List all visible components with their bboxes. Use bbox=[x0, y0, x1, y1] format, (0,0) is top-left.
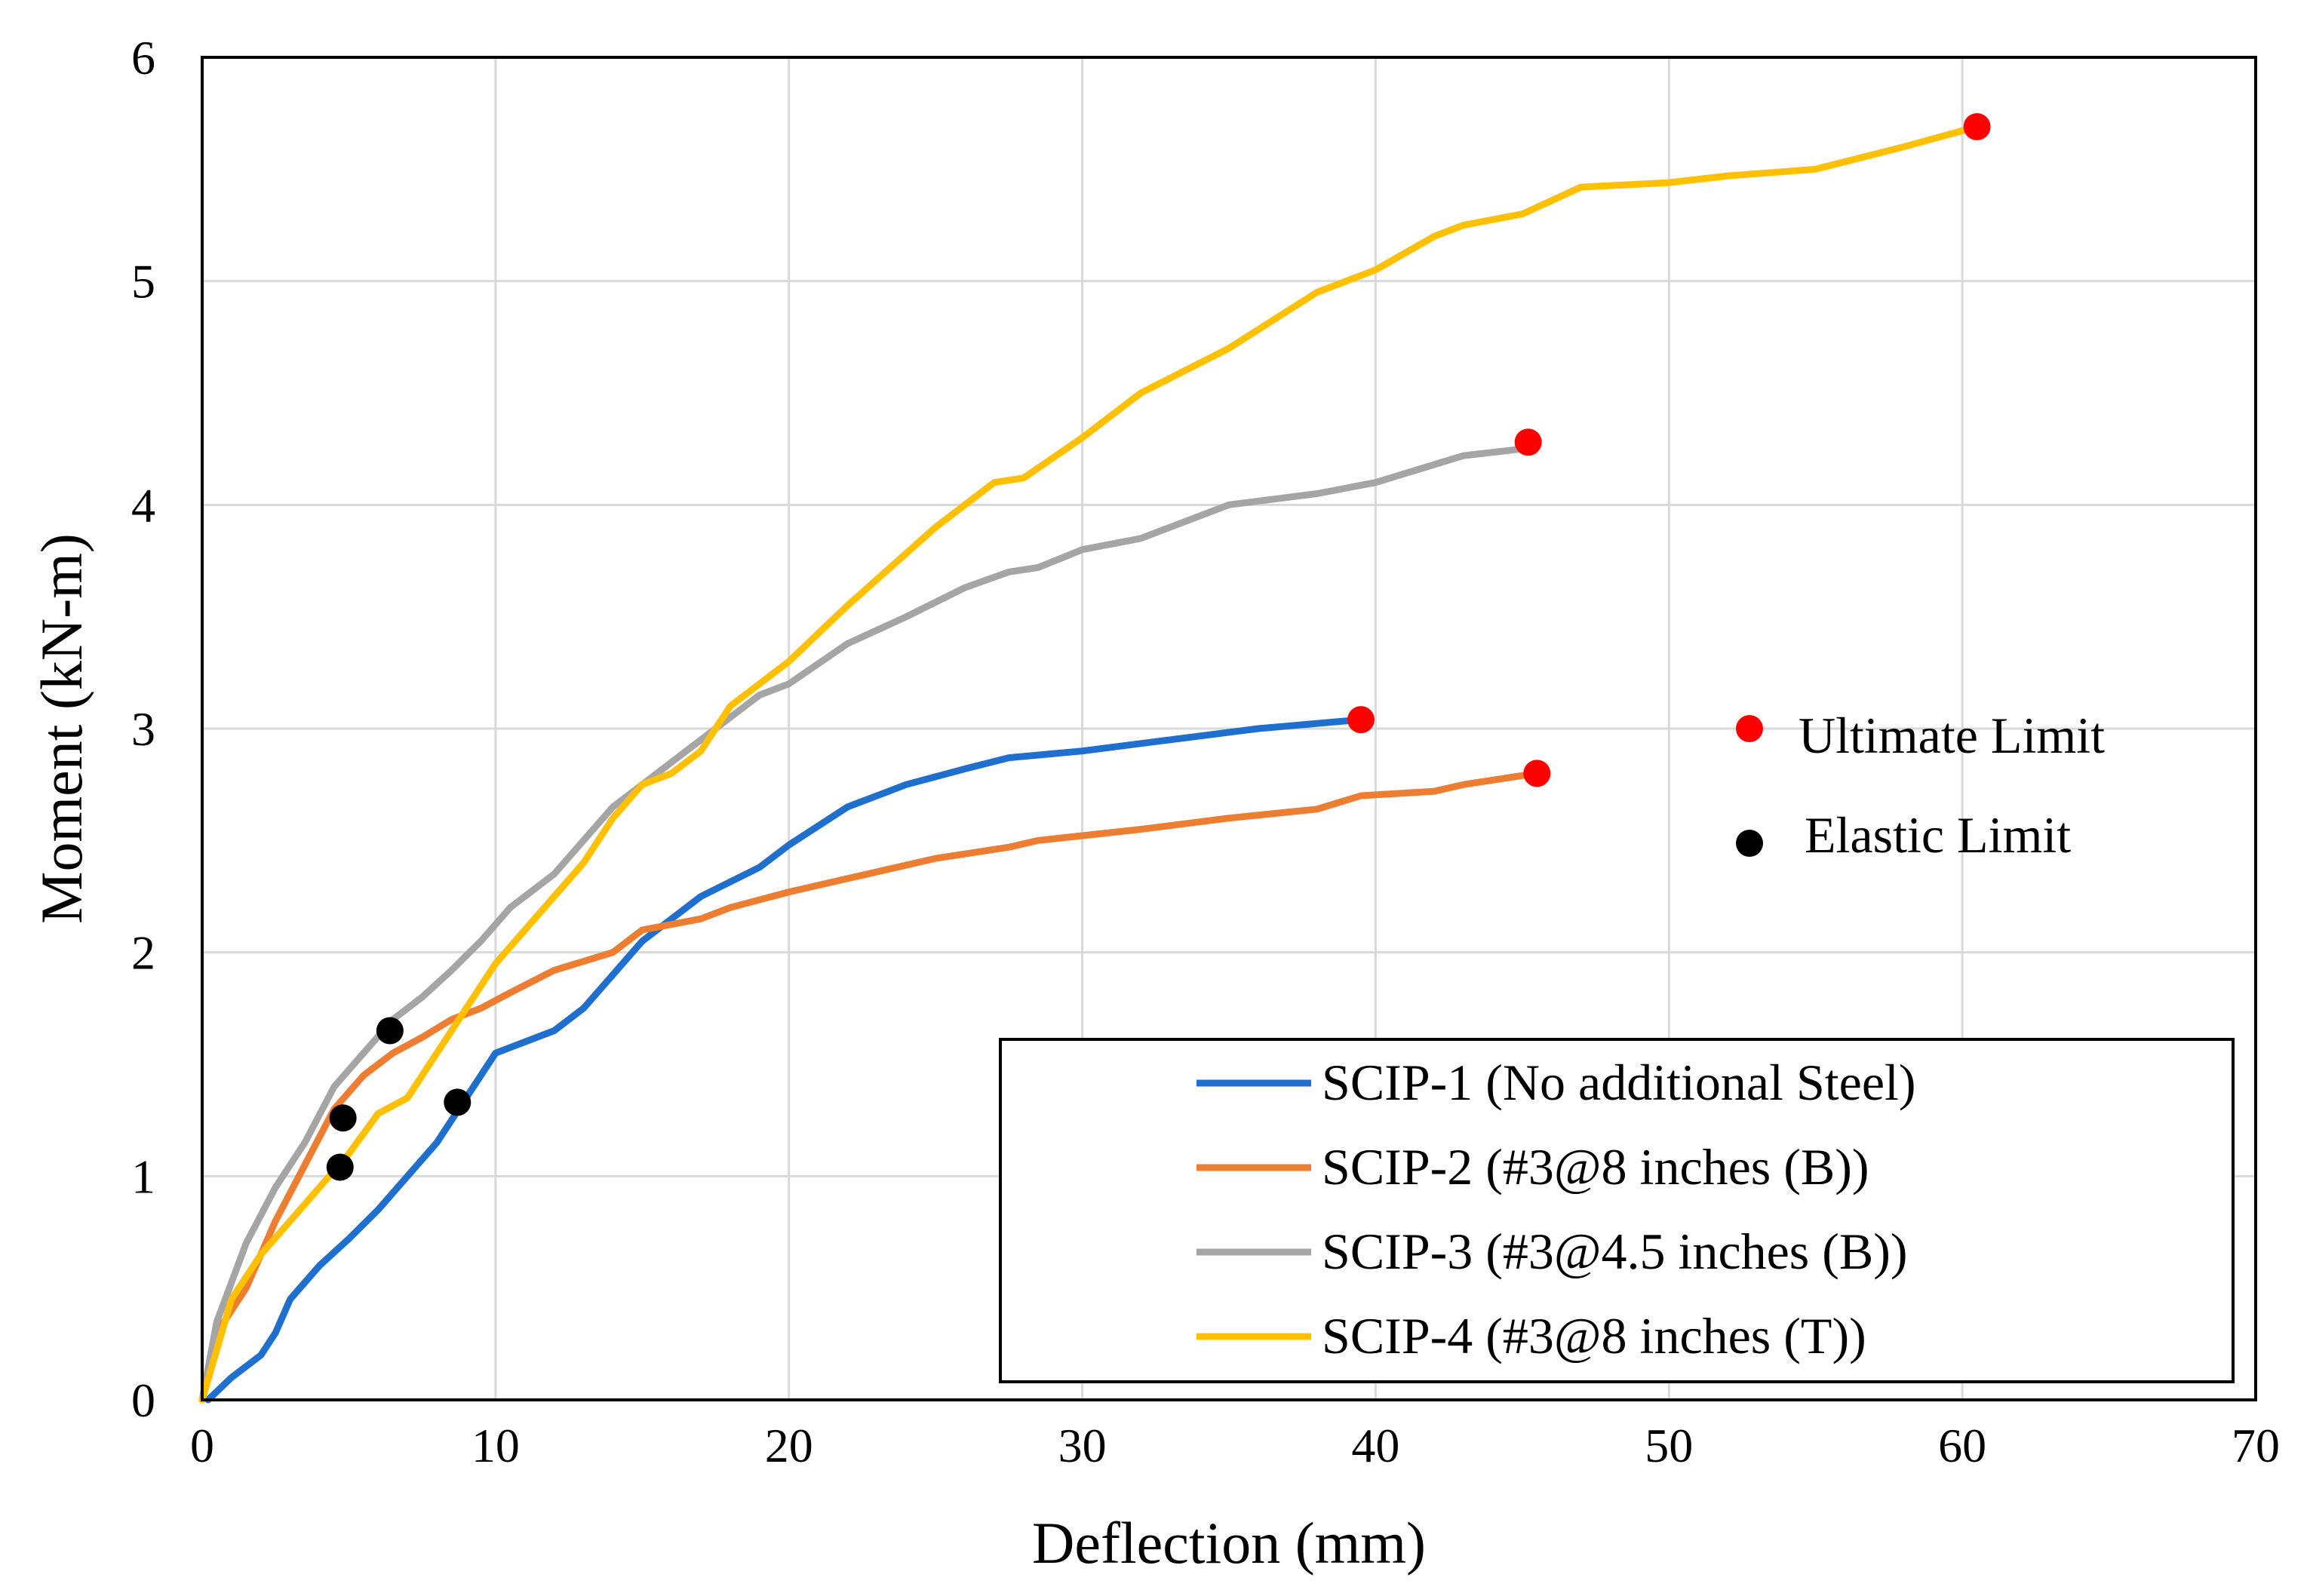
y-tick-label: 6 bbox=[131, 31, 155, 84]
x-tick-label: 70 bbox=[2232, 1419, 2280, 1472]
elastic-limit-marker bbox=[329, 1104, 357, 1132]
legend-label-elastic: Elastic Limit bbox=[1805, 806, 2071, 864]
ultimate-limit-marker bbox=[1963, 112, 1991, 140]
y-tick-label: 4 bbox=[131, 478, 155, 532]
legend-label-scip-2: SCIP-2 (#3@8 inches (B)) bbox=[1322, 1138, 1869, 1195]
legend-label-scip-3: SCIP-3 (#3@4.5 inches (B)) bbox=[1322, 1223, 1908, 1280]
marker-layer bbox=[326, 112, 1991, 1181]
x-tick-label: 60 bbox=[1938, 1419, 1986, 1472]
x-tick-label: 30 bbox=[1058, 1419, 1107, 1472]
y-tick-label: 1 bbox=[131, 1149, 155, 1203]
legend-label-scip-1: SCIP-1 (No additional Steel) bbox=[1322, 1054, 1916, 1111]
y-tick-label: 5 bbox=[131, 255, 155, 308]
series-line-scip-4 bbox=[198, 123, 1981, 1404]
legend-marker-elastic bbox=[1736, 830, 1763, 857]
series-line-scip-2 bbox=[198, 769, 1541, 1404]
x-tick-label: 20 bbox=[765, 1419, 813, 1472]
tick-labels: 0 10 20 30 40 50 60 70 0 1 2 3 4 5 6 bbox=[131, 31, 2280, 1472]
x-tick-label: 40 bbox=[1351, 1419, 1399, 1472]
ultimate-limit-marker bbox=[1347, 706, 1375, 734]
marker-legend: Ultimate Limit Elastic Limit bbox=[1736, 707, 2105, 864]
series-layer bbox=[198, 123, 1981, 1404]
legend-label-scip-4: SCIP-4 (#3@8 inches (T)) bbox=[1322, 1307, 1866, 1364]
legend-label-ultimate: Ultimate Limit bbox=[1799, 707, 2105, 764]
elastic-limit-marker bbox=[376, 1017, 404, 1045]
y-axis-title: Moment (kN-m) bbox=[29, 533, 94, 924]
plot-area-border bbox=[201, 56, 2257, 1401]
elastic-limit-marker bbox=[326, 1153, 354, 1181]
series-legend-box bbox=[999, 1038, 2235, 1383]
series-line-scip-1 bbox=[204, 716, 1365, 1404]
series-line-scip-3 bbox=[198, 445, 1526, 1404]
y-tick-label: 0 bbox=[131, 1373, 155, 1427]
x-tick-label: 0 bbox=[190, 1419, 214, 1472]
x-axis-title: Deflection (mm) bbox=[1032, 1510, 1426, 1576]
ultimate-limit-marker bbox=[1514, 428, 1542, 456]
grid bbox=[202, 57, 2256, 1400]
y-tick-label: 2 bbox=[131, 926, 155, 980]
legend-marker-ultimate bbox=[1736, 715, 1763, 742]
x-tick-label: 10 bbox=[472, 1419, 520, 1472]
x-tick-label: 50 bbox=[1645, 1419, 1693, 1472]
series-legend: SCIP-1 (No additional Steel) SCIP-2 (#3@… bbox=[999, 1038, 2235, 1383]
y-tick-label: 3 bbox=[131, 702, 155, 756]
ultimate-limit-marker bbox=[1523, 760, 1551, 787]
elastic-limit-marker bbox=[444, 1088, 472, 1116]
